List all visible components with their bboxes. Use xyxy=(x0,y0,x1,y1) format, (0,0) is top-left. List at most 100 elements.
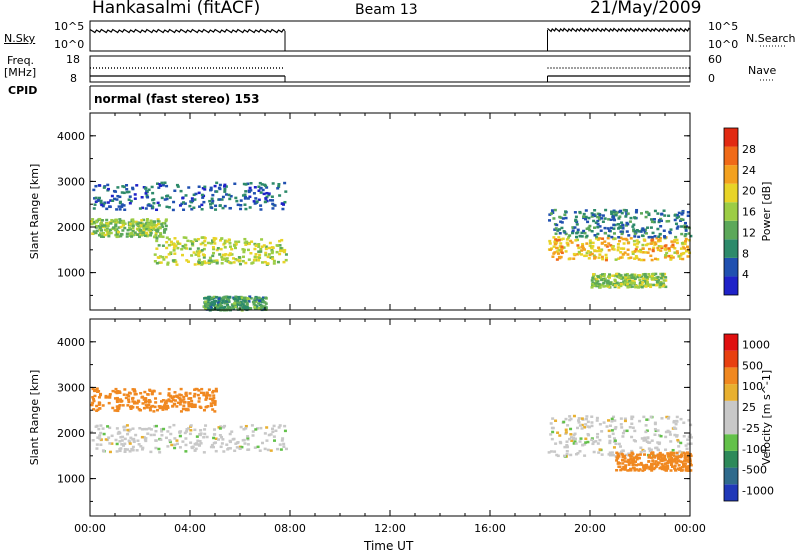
velocity-cell xyxy=(95,404,99,408)
power-cell xyxy=(634,248,638,251)
velocity-cell xyxy=(195,435,199,438)
power-cell xyxy=(243,241,247,244)
velocity-cell xyxy=(142,427,146,431)
power-colorbar-tick-2: 12 xyxy=(742,226,756,239)
power-cell xyxy=(105,207,109,211)
velocity-cell xyxy=(648,453,652,457)
power-cell xyxy=(675,241,679,245)
power-cell xyxy=(208,199,212,203)
power-cell xyxy=(616,248,620,252)
velocity-cell xyxy=(279,448,283,451)
velocity-cell xyxy=(138,408,142,412)
velocity-cell xyxy=(214,437,218,441)
power-cell xyxy=(583,248,587,251)
power-cell xyxy=(146,204,150,207)
power-cell xyxy=(217,297,221,300)
power-cell xyxy=(211,193,215,197)
power-cell xyxy=(664,276,668,279)
power-cell xyxy=(254,253,258,256)
power-colorbar-bin-4 xyxy=(724,202,738,221)
power-cell xyxy=(631,252,635,255)
power-cell xyxy=(165,236,169,239)
velocity-cell xyxy=(104,396,108,399)
power-cell xyxy=(626,248,630,252)
velocity-cell xyxy=(113,397,117,400)
velocity-cell xyxy=(269,449,273,452)
power-cell xyxy=(630,282,634,285)
velocity-cell xyxy=(642,439,646,442)
power-cell xyxy=(126,228,130,232)
power-cell xyxy=(641,251,645,254)
power-cell xyxy=(212,304,216,307)
power-cell xyxy=(209,306,213,309)
power-cell xyxy=(644,275,648,278)
power-cell xyxy=(142,227,146,230)
power-cell xyxy=(597,256,601,259)
power-cell xyxy=(197,250,201,253)
velocity-cell xyxy=(173,446,177,450)
power-cell xyxy=(265,186,269,189)
velocity-cell xyxy=(656,429,660,432)
power-cell xyxy=(656,279,660,282)
velocity-cell xyxy=(123,388,127,391)
velocity-cell xyxy=(631,452,635,456)
power-cell xyxy=(680,225,684,228)
power-cell xyxy=(646,284,650,287)
power-cell xyxy=(555,258,559,261)
velocity-cell xyxy=(175,442,179,446)
velocity-cell xyxy=(213,403,217,406)
power-cell xyxy=(663,256,667,259)
nsearch-label: N.Search xyxy=(746,32,796,45)
power-cell xyxy=(241,194,245,197)
velocity-cell xyxy=(611,432,615,436)
power-cell xyxy=(248,295,252,298)
power-cell xyxy=(118,218,122,221)
velocity-cell xyxy=(623,419,627,423)
power-cell xyxy=(608,282,612,286)
velocity-cell xyxy=(108,442,112,445)
power-cell xyxy=(218,183,222,187)
power-cell xyxy=(178,242,182,246)
power-cell xyxy=(266,255,270,259)
power-cell xyxy=(276,244,280,247)
power-cell xyxy=(634,256,638,259)
velocity-cell xyxy=(204,424,208,427)
power-cell xyxy=(194,192,198,196)
power-cell xyxy=(249,307,253,310)
power-cell xyxy=(233,297,237,301)
velocity-cell xyxy=(179,410,183,413)
velocity-cell xyxy=(677,459,681,462)
velocity-cell xyxy=(210,443,214,447)
velocity-cell xyxy=(214,389,218,393)
power-cell xyxy=(607,229,611,233)
velocity-colorbar-tick-6: -500 xyxy=(742,464,767,477)
power-cell xyxy=(589,251,593,254)
velocity-cell xyxy=(205,396,209,400)
power-cell xyxy=(213,184,217,188)
velocity-cell xyxy=(630,422,634,425)
velocity-cell xyxy=(158,451,162,454)
velocity-cell xyxy=(131,438,135,441)
power-cell xyxy=(152,223,156,227)
power-cell xyxy=(224,185,228,188)
power-cell xyxy=(139,234,143,237)
power-cell xyxy=(150,221,154,225)
power-cell xyxy=(165,197,169,201)
velocity-cell xyxy=(172,403,176,406)
power-cell xyxy=(259,297,263,301)
velocity-cell xyxy=(564,417,568,421)
velocity-cell xyxy=(649,456,653,459)
power-cell xyxy=(166,261,170,265)
power-cell xyxy=(201,186,205,190)
velocity-cell xyxy=(187,401,191,404)
velocity-cell xyxy=(689,436,693,439)
power-cell xyxy=(99,235,103,238)
power-cell xyxy=(644,228,648,231)
power-cell xyxy=(223,257,227,261)
power-cell xyxy=(244,243,248,246)
velocity-cell xyxy=(670,458,674,462)
velocity-cell xyxy=(97,396,101,399)
power-cell xyxy=(209,203,213,206)
power-cell xyxy=(591,213,595,217)
power-cell xyxy=(200,208,204,211)
